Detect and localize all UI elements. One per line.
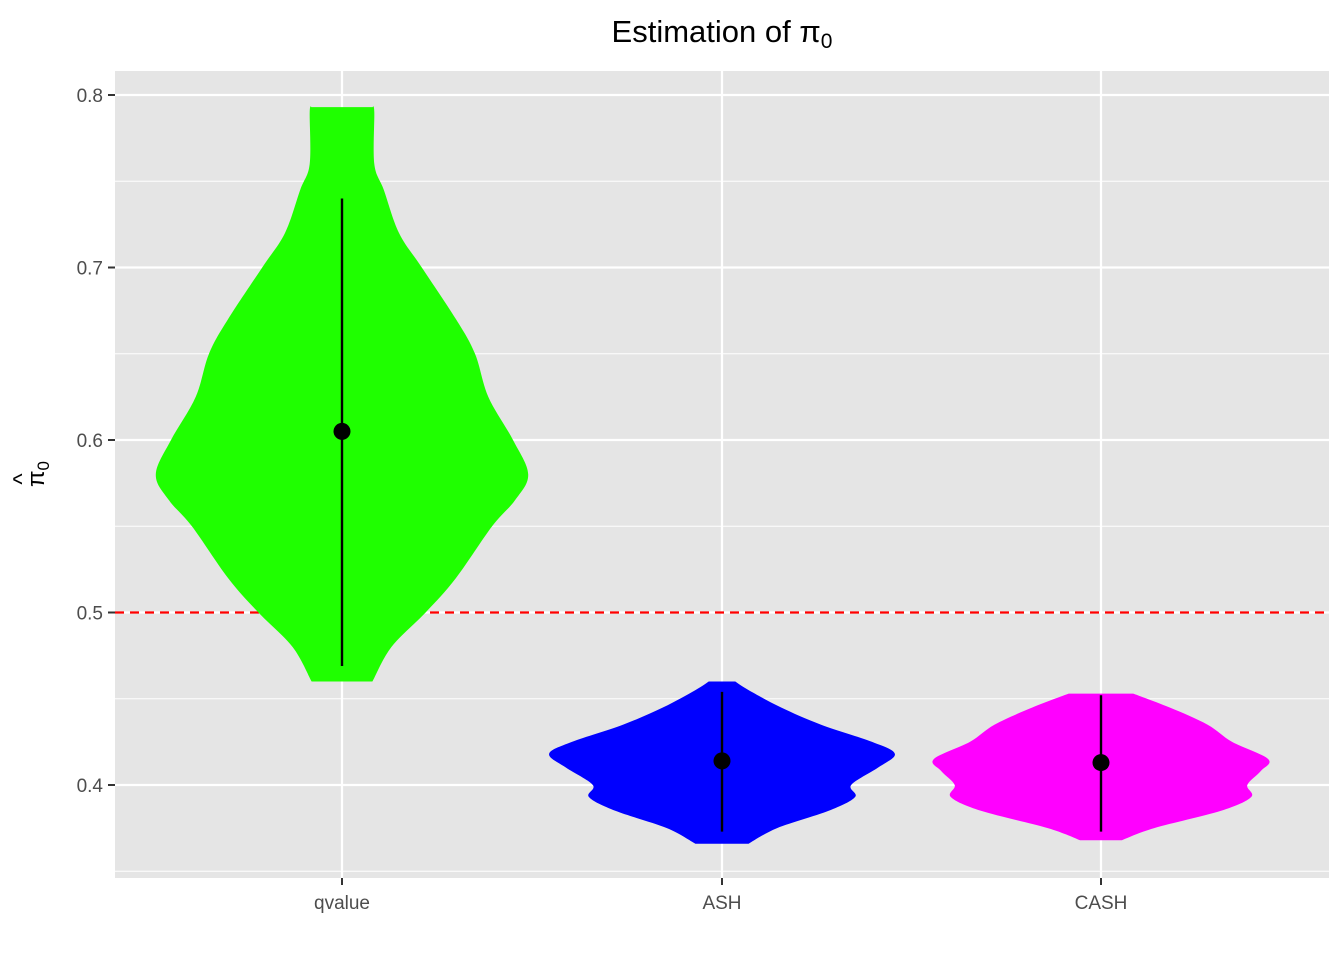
ylabel-hat: ^ (9, 473, 36, 485)
chart-title: Estimation of π0 (612, 14, 833, 53)
y-tick-label: 0.4 (77, 776, 104, 797)
x-tick-label: qvalue (314, 893, 370, 914)
axes: 0.4 0.5 0.6 0.7 0.8 qvalue ASH CASH (77, 86, 1128, 914)
ylabel-subscript: 0 (34, 461, 53, 470)
y-tick-label: 0.7 (77, 259, 103, 280)
y-axis-label: π0 ^ (9, 461, 53, 487)
mean-point-ASH (713, 752, 731, 770)
x-tick-label: CASH (1075, 893, 1128, 914)
mean-point-CASH (1092, 754, 1110, 772)
y-tick-label: 0.5 (77, 604, 103, 625)
ylabel-pi-symbol: π (23, 470, 50, 487)
y-tick-label: 0.8 (77, 86, 103, 107)
title-subscript: 0 (821, 30, 833, 53)
x-tick-label: ASH (702, 893, 741, 914)
mean-point-qvalue (333, 422, 351, 440)
violins (155, 106, 1270, 844)
svg-text:π0: π0 (23, 461, 53, 487)
title-pi-symbol: π (799, 14, 820, 49)
y-tick-label: 0.6 (77, 431, 103, 452)
